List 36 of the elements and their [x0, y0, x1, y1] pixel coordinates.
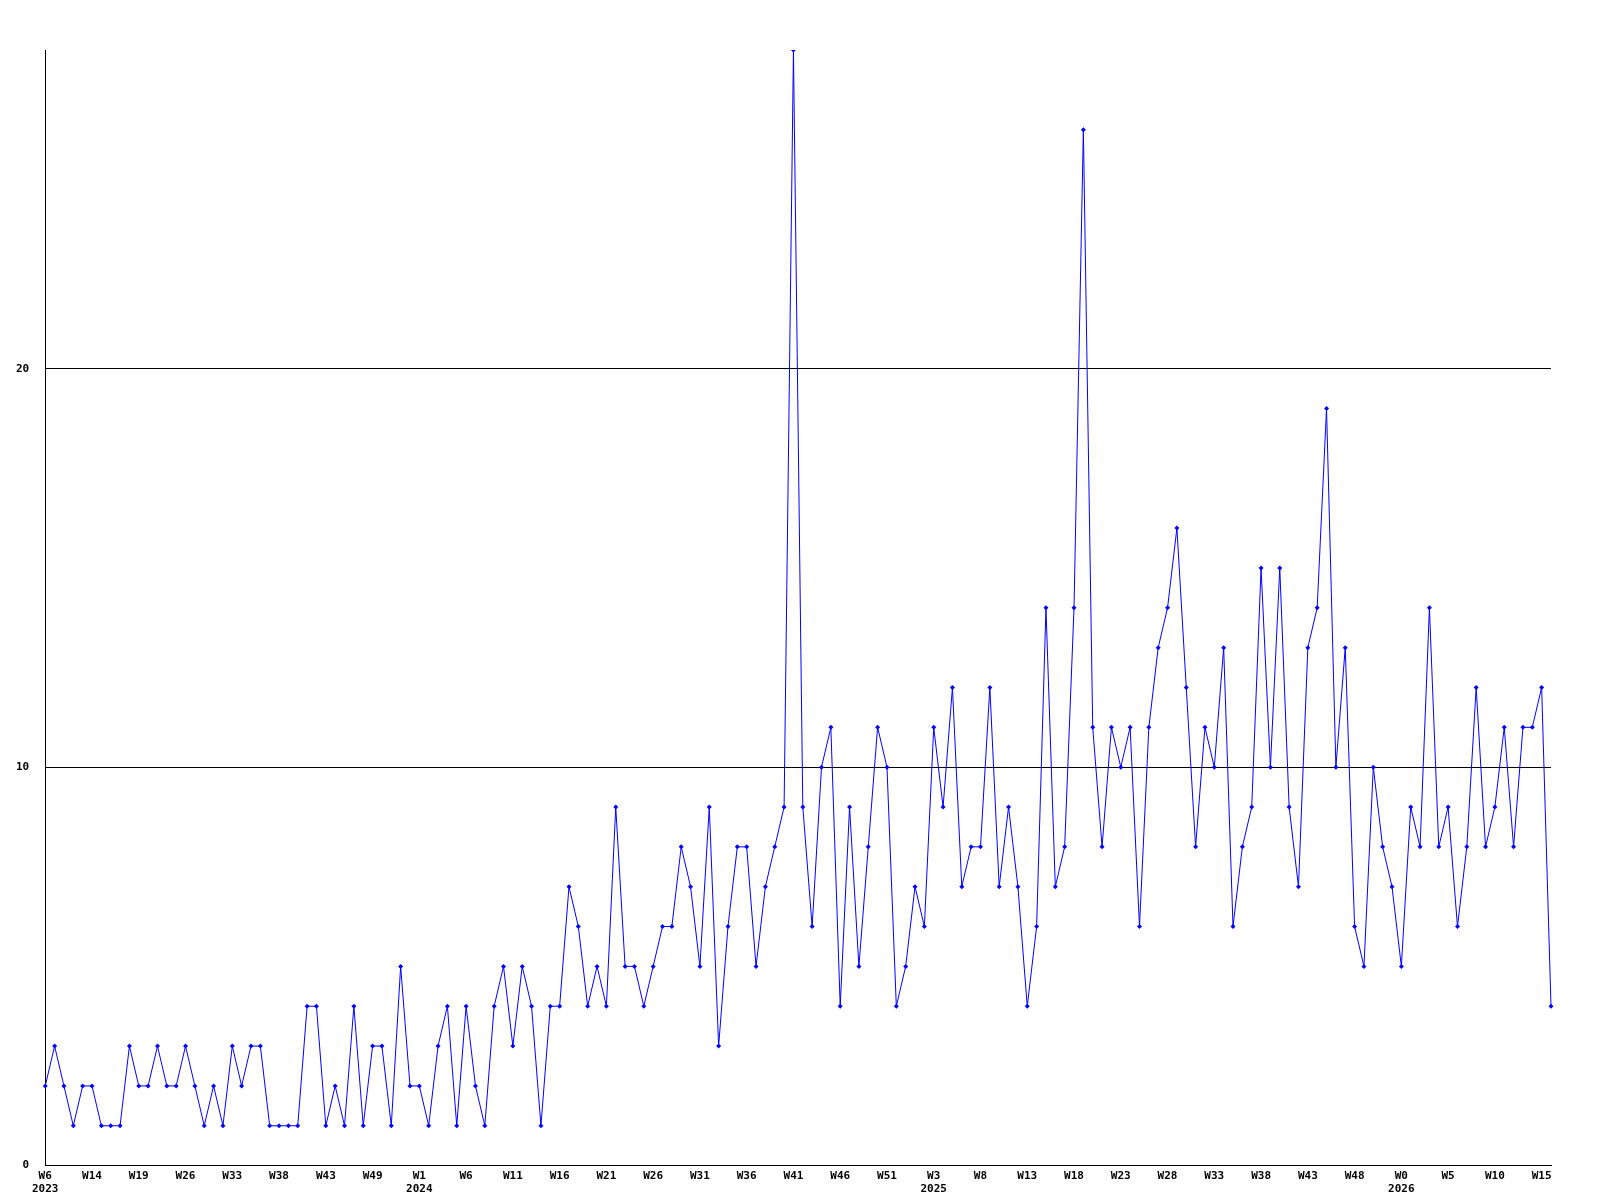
x-tick-label: W28 [1157, 1169, 1178, 1183]
x-tick-label: W14 [82, 1169, 103, 1183]
x-tick-label: W33 [222, 1169, 243, 1183]
x-tick-label: W6 2023 [32, 1169, 59, 1196]
x-tick-label: W48 [1344, 1169, 1365, 1183]
x-tick-label: W16 [549, 1169, 570, 1183]
x-tick-label: W26 [643, 1169, 664, 1183]
y-tick-label: 10 [16, 760, 30, 774]
y-tick-label: 0 [22, 1158, 30, 1172]
x-tick-label: W6 [459, 1169, 474, 1183]
x-tick-label: W43 [1297, 1169, 1318, 1183]
x-tick-label: W18 [1064, 1169, 1084, 1183]
x-tick-label: W3 2025 [920, 1169, 947, 1196]
x-tick-label: W36 [736, 1169, 757, 1183]
x-tick-label: W0 2026 [1388, 1169, 1415, 1196]
y-tick-label: 20 [16, 361, 30, 375]
x-tick-label: W10 [1484, 1169, 1505, 1183]
x-tick-label: W13 [1017, 1169, 1038, 1183]
x-tick-label: W11 [502, 1169, 524, 1183]
x-tick-label: W41 [783, 1169, 804, 1183]
x-tick-label: W49 [362, 1169, 383, 1183]
x-tick-label: W51 [877, 1169, 898, 1183]
x-tick-label: W38 [1251, 1169, 1272, 1183]
x-tick-label: W19 [128, 1169, 149, 1183]
x-tick-label: W23 [1110, 1169, 1131, 1183]
x-tick-label: W15 [1531, 1169, 1552, 1183]
x-tick-label: W1 2024 [406, 1169, 433, 1196]
x-tick-label: W38 [269, 1169, 289, 1183]
x-tick-label: W5 [1441, 1169, 1455, 1183]
x-tick-label: W21 [596, 1169, 617, 1183]
x-tick-label: W33 [1204, 1169, 1225, 1183]
x-tick-label: W43 [315, 1169, 336, 1183]
x-tick-label: W26 [175, 1169, 196, 1183]
x-tick-label: W46 [830, 1169, 851, 1183]
x-tick-label: W31 [689, 1169, 711, 1183]
x-tick-label: W8 [973, 1169, 988, 1183]
